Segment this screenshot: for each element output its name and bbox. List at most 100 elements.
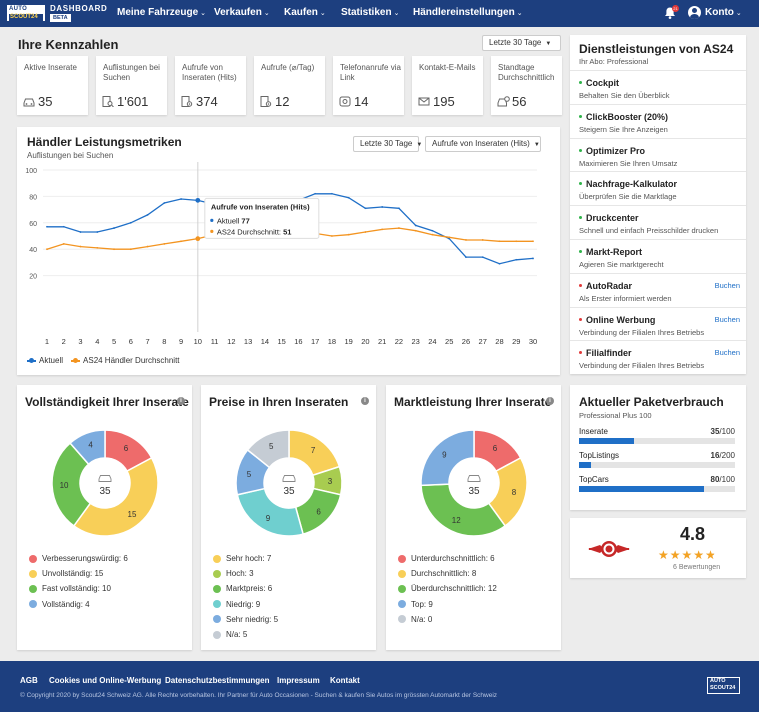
info-icon[interactable]: i — [177, 397, 185, 405]
data-point[interactable] — [398, 227, 400, 229]
data-point[interactable] — [195, 197, 201, 203]
data-point[interactable] — [414, 224, 417, 227]
legend-item[interactable]: Überdurchschnittlich: 12 — [398, 581, 497, 596]
info-icon[interactable]: i — [546, 397, 554, 405]
data-point[interactable] — [347, 196, 350, 199]
kpi-card[interactable]: Standtage Durchschnittlich 56 — [491, 56, 562, 115]
data-point[interactable] — [163, 243, 166, 245]
data-point[interactable] — [314, 192, 317, 195]
donut-slice[interactable] — [51, 442, 92, 527]
nav-verkaufen[interactable]: Verkaufen ⌄ — [214, 7, 270, 18]
data-point[interactable] — [398, 207, 400, 210]
kpi-card[interactable]: Aufrufe (⌀/Tag) 12 — [254, 56, 325, 115]
account-menu[interactable]: Konto ⌄ — [705, 7, 742, 18]
data-point[interactable] — [79, 245, 82, 248]
service-buy-link[interactable]: Buchen — [714, 280, 740, 290]
data-point[interactable] — [129, 221, 132, 224]
legend-item[interactable]: Unvollständig: 15 — [29, 566, 128, 581]
legend-item[interactable]: Hoch: 3 — [213, 566, 278, 581]
donut-chart[interactable]: 6 15 10 4 35 — [35, 413, 175, 553]
legend-item[interactable]: Marktpreis: 6 — [213, 581, 278, 596]
footer-link-cookies[interactable]: Cookies und Online-Werbung — [49, 676, 162, 685]
data-point[interactable] — [465, 256, 467, 259]
donut-slice[interactable] — [236, 487, 305, 537]
nav-kaufen[interactable]: Kaufen ⌄ — [284, 7, 326, 18]
legend-item[interactable]: Vollständig: 4 — [29, 597, 128, 612]
data-point[interactable] — [46, 248, 48, 251]
service-item[interactable]: Druckcenter Schnell und einfach Preisschi… — [570, 205, 746, 239]
legend-item[interactable]: Durchschnittlich: 8 — [398, 566, 497, 581]
legend-item[interactable]: Unterdurchschnittlich: 6 — [398, 551, 497, 566]
data-point[interactable] — [532, 240, 534, 243]
nav-meine-fahrzeuge[interactable]: Meine Fahrzeuge ⌄ — [117, 7, 207, 18]
donut-slice[interactable] — [69, 429, 106, 466]
data-point[interactable] — [431, 229, 434, 232]
legend-aktuell[interactable]: Aktuell — [27, 356, 63, 365]
data-point[interactable] — [62, 225, 65, 228]
data-point[interactable] — [532, 257, 534, 260]
data-point[interactable] — [46, 225, 48, 228]
footer-logo[interactable]: AUTO SCOUT24 — [707, 677, 740, 694]
service-buy-link[interactable]: Buchen — [714, 348, 740, 358]
service-item[interactable]: Cockpit Behalten Sie den Überblick — [570, 70, 746, 104]
donut-slice[interactable] — [420, 429, 475, 487]
donut-chart[interactable]: 7 3 6 9 5 5 35 — [219, 413, 359, 553]
data-point[interactable] — [498, 240, 501, 243]
data-point[interactable] — [431, 233, 434, 236]
footer-link-impressum[interactable]: Impressum — [277, 676, 320, 685]
footer-link-agb[interactable]: AGB — [20, 676, 38, 685]
service-item[interactable]: Nachfrage-Kalkulator Überprüfen Sie die M… — [570, 171, 746, 205]
data-point[interactable] — [330, 235, 333, 237]
data-point[interactable] — [364, 231, 367, 233]
service-item[interactable]: ClickBooster (20%) Steigern Sie Ihre Anze… — [570, 103, 746, 138]
legend-item[interactable]: N/a: 5 — [213, 627, 278, 642]
service-item[interactable]: Online Werbung Verbindung der Filialen Ih… — [570, 306, 746, 341]
service-item[interactable]: Optimizer Pro Maximieren Sie Ihren Umsatz — [570, 137, 746, 172]
data-point[interactable] — [448, 236, 451, 239]
service-item[interactable]: AutoRadar Als Erster informiert werden Buc… — [570, 272, 746, 307]
data-point[interactable] — [515, 258, 518, 261]
donut-chart[interactable]: 6 8 12 9 35 — [404, 413, 544, 553]
footer-link-kontakt[interactable]: Kontakt — [330, 676, 360, 685]
data-point[interactable] — [481, 256, 484, 259]
donut-slice[interactable] — [420, 483, 507, 537]
footer-link-datenschutz[interactable]: Datenschutzbestimmungen — [165, 676, 270, 685]
data-point[interactable] — [414, 229, 417, 232]
legend-as24-average[interactable]: AS24 Händler Durchschnitt — [71, 356, 180, 365]
kpi-card[interactable]: Auflistungen bei Suchen 1'601 — [96, 56, 167, 115]
data-point[interactable] — [381, 206, 384, 208]
data-point[interactable] — [381, 228, 384, 231]
nav-statistiken[interactable]: Statistiken ⌄ — [341, 7, 400, 18]
performance-range-select[interactable]: Letzte 30 Tage ▼ — [353, 136, 422, 152]
legend-item[interactable]: Fast vollständig: 10 — [29, 581, 128, 596]
kpi-card[interactable]: Aktive Inserate 35 — [17, 56, 88, 115]
service-item[interactable]: Markt-Report Agieren Sie marktgerecht — [570, 239, 746, 273]
data-point[interactable] — [79, 231, 82, 233]
data-point[interactable] — [448, 237, 451, 240]
performance-metric-select[interactable]: Aufrufe von Inseraten (Hits) ▼ — [425, 136, 541, 152]
donut-slice[interactable] — [246, 429, 290, 469]
data-point[interactable] — [113, 248, 115, 251]
legend-item[interactable]: Niedrig: 9 — [213, 597, 278, 612]
data-point[interactable] — [515, 240, 518, 243]
kpi-range-select[interactable]: Letzte 30 Tage ▼ — [482, 35, 561, 51]
legend-item[interactable]: Top: 9 — [398, 597, 497, 612]
data-point[interactable] — [180, 240, 182, 243]
data-point[interactable] — [347, 233, 350, 236]
data-point[interactable] — [330, 192, 333, 195]
legend-item[interactable]: Sehr niedrig: 5 — [213, 612, 278, 627]
data-point[interactable] — [113, 227, 115, 229]
info-icon[interactable]: i — [361, 397, 369, 405]
autoscout24-logo[interactable]: AUTO SCOUT24 — [6, 4, 46, 22]
data-point[interactable] — [146, 245, 149, 248]
kpi-card[interactable]: Aufrufe von Inseraten (Hits) 374 — [175, 56, 246, 115]
data-point[interactable] — [195, 236, 201, 242]
legend-item[interactable]: Verbesserungswürdig: 6 — [29, 551, 128, 566]
legend-item[interactable]: N/a: 0 — [398, 612, 497, 627]
data-point[interactable] — [481, 239, 484, 241]
kpi-card[interactable]: Kontakt-E-Mails 195 — [412, 56, 483, 115]
donut-slice[interactable] — [72, 456, 159, 537]
nav-haendlereinstellungen[interactable]: Händlereinstellungen ⌄ — [413, 7, 523, 18]
data-point[interactable] — [180, 198, 182, 200]
